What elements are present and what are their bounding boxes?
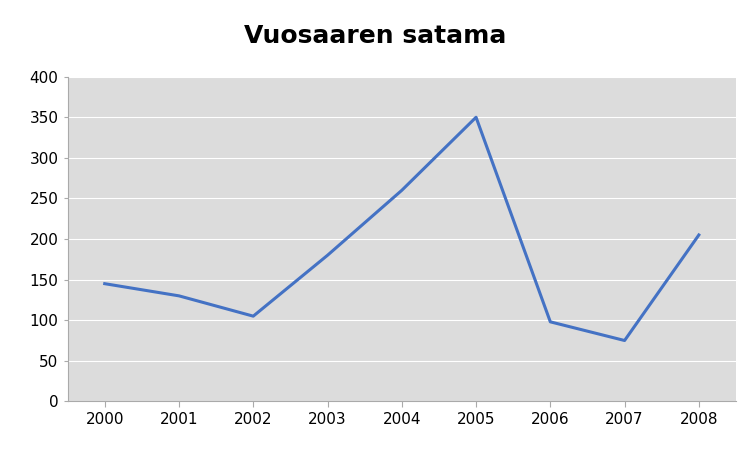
Text: Vuosaaren satama: Vuosaaren satama [244, 24, 507, 48]
